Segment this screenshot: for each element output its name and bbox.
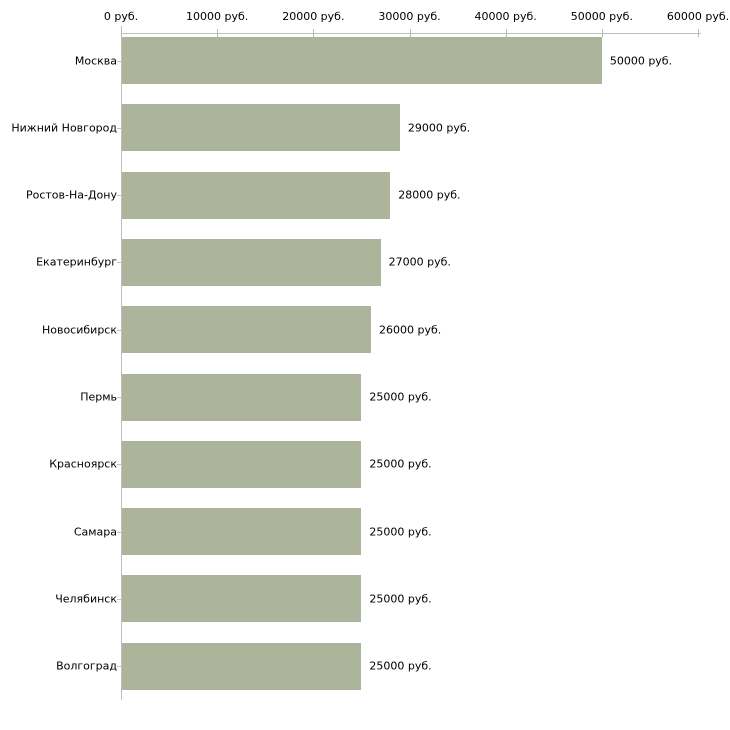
- x-axis-tick: [313, 29, 315, 37]
- value-label: 28000 руб.: [398, 188, 461, 202]
- bar: [122, 104, 400, 152]
- x-axis-tick-label: 10000 руб.: [186, 10, 249, 23]
- bar: [122, 440, 362, 488]
- bar: [122, 306, 372, 354]
- y-axis-line: [121, 26, 122, 700]
- x-axis-tick-label: 20000 руб.: [282, 10, 345, 23]
- y-axis-tick: [117, 531, 121, 533]
- y-axis-tick: [117, 464, 121, 466]
- bar: [122, 171, 391, 219]
- value-label: 25000 руб.: [369, 457, 432, 471]
- bar: [122, 238, 381, 286]
- x-axis-tick-label: 30000 руб.: [378, 10, 441, 23]
- category-label: Ростов-На-Дону: [25, 188, 117, 202]
- x-axis-tick-label: 50000 руб.: [570, 10, 633, 23]
- value-label: 50000 руб.: [609, 54, 673, 67]
- x-axis-tick: [217, 29, 219, 37]
- value-label: 25000 руб.: [369, 525, 432, 539]
- x-axis-tick: [601, 29, 603, 37]
- x-axis-tick-label: 0 руб.: [103, 10, 139, 23]
- y-axis-tick: [117, 60, 121, 62]
- y-axis-tick: [117, 262, 121, 264]
- y-axis-tick: [117, 195, 121, 197]
- y-axis-tick: [117, 666, 121, 668]
- bar: [122, 642, 362, 690]
- value-label: 26000 руб.: [379, 323, 442, 337]
- x-axis-tick: [409, 29, 411, 37]
- x-axis-tick: [121, 29, 122, 37]
- value-label: 25000 руб.: [369, 592, 432, 606]
- bar: [122, 508, 362, 556]
- bar: [122, 37, 602, 84]
- value-label: 25000 руб.: [369, 659, 432, 673]
- y-axis-tick: [117, 127, 121, 129]
- category-label: Красноярск: [49, 457, 117, 471]
- value-label: 25000 руб.: [369, 390, 432, 404]
- x-axis-tick: [698, 29, 699, 37]
- category-label: Нижний Новгород: [11, 121, 117, 135]
- category-label: Челябинск: [55, 592, 117, 606]
- y-axis-tick: [117, 329, 121, 331]
- y-axis-tick: [117, 397, 121, 398]
- value-label: 27000 руб.: [388, 255, 451, 269]
- category-label: Екатеринбург: [36, 255, 117, 269]
- bar: [122, 575, 362, 623]
- y-axis-tick: [117, 598, 121, 600]
- x-axis-tick: [505, 29, 507, 37]
- x-axis-tick-label: 40000 руб.: [474, 10, 537, 23]
- value-label: 29000 руб.: [407, 121, 471, 135]
- category-label: Москва: [74, 54, 117, 67]
- category-label: Новосибирск: [41, 323, 117, 337]
- category-label: Пермь: [80, 390, 117, 404]
- bar: [122, 373, 362, 421]
- x-axis-line: [121, 33, 701, 34]
- category-label: Самара: [73, 525, 117, 539]
- x-axis-tick-label: 60000 руб.: [666, 10, 730, 23]
- category-label: Волгоград: [56, 659, 117, 673]
